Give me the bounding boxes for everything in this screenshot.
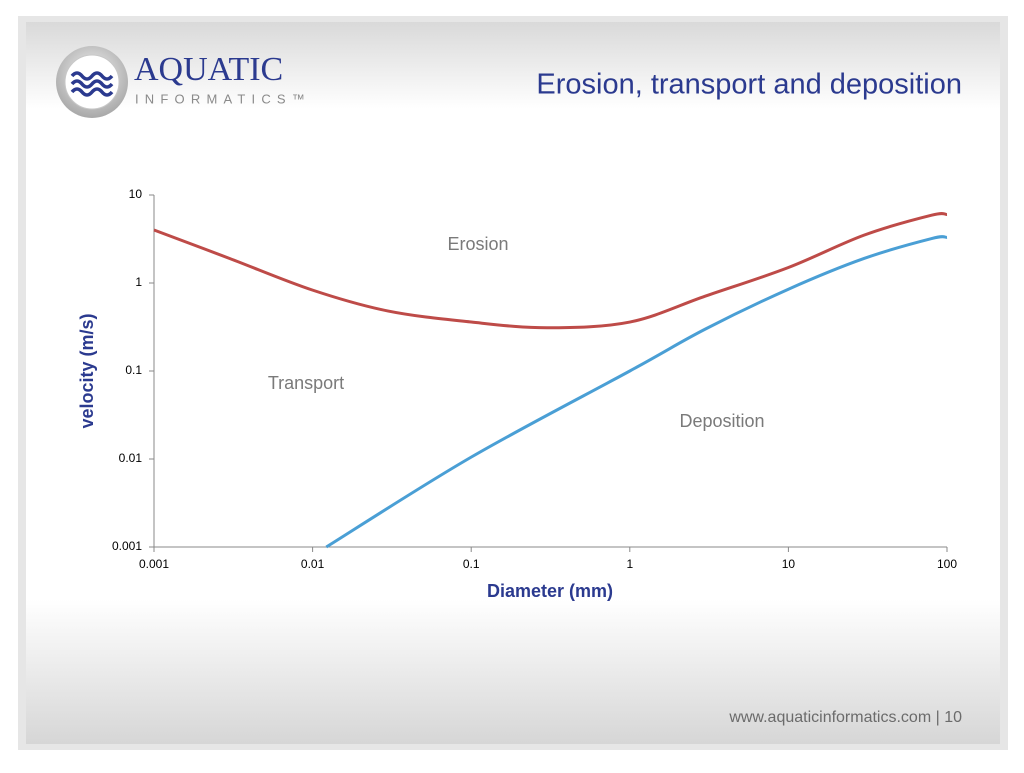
plot: 0.001 0.01 0.1 1 10 0.001 0.01 0.1 1 10 100 Erosion…: [112, 187, 957, 571]
slide-title: Erosion, transport and deposition: [536, 69, 962, 101]
y-tick-label: 0.01: [119, 451, 143, 465]
y-tick-label: 0.001: [112, 539, 142, 553]
logo-waves: [70, 71, 114, 97]
logo-sub: INFORMATICS™: [135, 91, 311, 106]
x-axis-label: Diameter (mm): [487, 581, 613, 601]
x-tick-label: 1: [626, 557, 633, 571]
x-tick-label: 0.001: [139, 557, 169, 571]
x-tick-label: 100: [937, 557, 957, 571]
slide-bg: [26, 22, 1000, 744]
footer: www.aquaticinformatics.com | 10: [728, 709, 962, 726]
curve: [325, 235, 948, 549]
curve: [153, 211, 948, 330]
x-tick-label: 10: [782, 557, 796, 571]
y-axis-label: velocity (m/s): [77, 313, 97, 428]
logo-name: AQUATIC: [134, 51, 283, 88]
y-tick-label: 1: [135, 275, 142, 289]
annotation: Transport: [268, 373, 344, 393]
logo: AQUATIC INFORMATICS™: [56, 46, 311, 118]
annotation: Erosion: [447, 234, 508, 254]
annotation: Deposition: [679, 411, 764, 431]
y-tick-label: 0.1: [125, 363, 142, 377]
x-tick-label: 0.1: [463, 557, 480, 571]
x-tick-label: 0.01: [301, 557, 325, 571]
y-tick-label: 10: [129, 187, 143, 201]
